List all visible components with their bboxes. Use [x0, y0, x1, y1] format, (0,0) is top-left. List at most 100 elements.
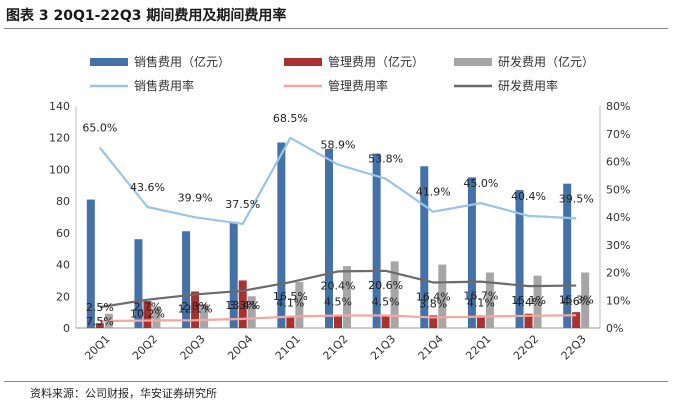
data-label: 39.9% — [178, 191, 213, 204]
right-axis-tick-label: 40% — [606, 211, 630, 224]
bar — [467, 177, 476, 328]
bar — [476, 315, 485, 328]
data-label: 4.5% — [324, 296, 352, 309]
left-axis-tick-label: 20 — [56, 290, 70, 303]
legend-label: 管理费用率 — [328, 78, 388, 93]
right-axis-tick-label: 60% — [606, 156, 630, 169]
series-line — [99, 314, 577, 323]
data-label: 12.1% — [178, 302, 213, 315]
data-label: 16.5% — [273, 290, 308, 303]
bar-series — [86, 142, 590, 328]
bar — [152, 307, 161, 328]
bar — [182, 231, 191, 328]
data-label: 10.2% — [130, 308, 165, 321]
data-label: 2.5% — [86, 301, 114, 314]
data-label: 20.6% — [368, 279, 403, 292]
legend-label: 销售费用（亿元） — [134, 54, 230, 69]
data-label: 41.9% — [416, 186, 451, 199]
data-label: 53.8% — [368, 153, 403, 166]
source-note: 资料来源：公司财报，华安证券研究所 — [30, 387, 217, 400]
x-axis-tick-label: 20Q3 — [178, 332, 208, 362]
data-label: 43.6% — [130, 181, 165, 194]
right-axis-tick-label: 50% — [606, 183, 630, 196]
bar — [200, 304, 209, 328]
data-label: 16.7% — [463, 290, 498, 303]
bar — [325, 148, 333, 328]
chart-title: 图表 3 20Q1-22Q3 期间费用及期间费用率 — [6, 8, 287, 24]
data-label: 4.5% — [372, 296, 400, 309]
bar — [438, 264, 447, 328]
right-axis-tick-label: 10% — [606, 294, 630, 307]
legend-swatch — [284, 58, 322, 66]
data-label: 58.9% — [321, 139, 356, 152]
x-axis-tick-label: 22Q1 — [463, 332, 493, 362]
data-label: 20.4% — [321, 279, 356, 292]
x-axis-tick-label: 21Q1 — [273, 332, 303, 362]
bar — [372, 153, 381, 328]
x-axis-tick-label: 20Q2 — [130, 332, 160, 362]
bar — [515, 190, 524, 328]
legend-label: 销售费用率 — [134, 78, 194, 93]
x-axis-tick-label: 22Q3 — [559, 332, 589, 362]
data-label: 15.3% — [559, 294, 594, 307]
bar — [238, 280, 247, 328]
title-divider — [4, 28, 668, 29]
left-axis-tick-label: 0 — [63, 322, 70, 335]
bar — [420, 166, 429, 328]
x-axis-tick-label: 21Q3 — [368, 332, 398, 362]
legend-swatch — [454, 58, 492, 66]
source-divider — [4, 381, 668, 382]
bar — [295, 282, 304, 328]
left-axis-tick-label: 100 — [49, 163, 70, 176]
left-axis-tick-label: 80 — [56, 195, 70, 208]
line-series — [98, 136, 577, 323]
data-label: 40.4% — [511, 190, 546, 203]
data-label: 68.5% — [273, 112, 308, 125]
bar — [86, 199, 95, 328]
left-axis-tick-label: 120 — [49, 132, 70, 145]
bar — [134, 239, 143, 328]
bar — [533, 275, 542, 328]
bar — [143, 301, 152, 328]
series-line — [99, 269, 577, 309]
bar — [390, 261, 399, 328]
right-axis-tick-label: 0% — [606, 322, 623, 335]
data-labels: 65.0% 43.6% 39.9% 37.5% 68.5% 58.9% 53.8% 41.9%… — [82, 112, 593, 328]
bar — [524, 313, 533, 328]
data-label: 7.5% — [86, 315, 114, 328]
left-axis-tick-label: 60 — [56, 227, 70, 240]
bar — [334, 315, 342, 328]
bar — [95, 323, 104, 328]
legend-label: 管理费用（亿元） — [328, 54, 424, 69]
legend-label: 研发费用（亿元） — [498, 54, 594, 69]
bar — [429, 315, 438, 328]
data-label: 4.1% — [276, 297, 304, 310]
legend-swatch — [90, 58, 128, 66]
data-label: 16.4% — [416, 290, 451, 303]
data-label: 39.5% — [559, 192, 594, 205]
data-label: 2.7% — [133, 301, 161, 314]
bar — [572, 312, 581, 328]
data-label: 65.0% — [82, 122, 117, 135]
bar — [381, 315, 390, 328]
bar — [229, 221, 238, 328]
data-label: 45.0% — [463, 177, 498, 190]
x-axis-tick-label: 21Q2 — [320, 332, 350, 362]
x-axis-tick-label: 20Q4 — [225, 332, 255, 362]
x-axis-tick-label: 20Q1 — [82, 332, 112, 362]
left-axis-tick-label: 140 — [49, 100, 70, 113]
bar — [191, 291, 200, 328]
bar — [343, 266, 351, 328]
left-axis-tick-label: 40 — [56, 259, 70, 272]
right-axis-tick-label: 20% — [606, 267, 630, 280]
bar — [286, 316, 295, 328]
bar — [247, 296, 256, 328]
data-label: 15.1% — [511, 294, 546, 307]
bar — [485, 272, 494, 328]
data-label: 2.8% — [181, 300, 209, 313]
right-axis-tick-label: 80% — [606, 100, 630, 113]
series-line — [98, 136, 577, 226]
data-label: 4.6% — [562, 295, 590, 308]
bar — [277, 142, 286, 328]
bar — [563, 183, 572, 328]
